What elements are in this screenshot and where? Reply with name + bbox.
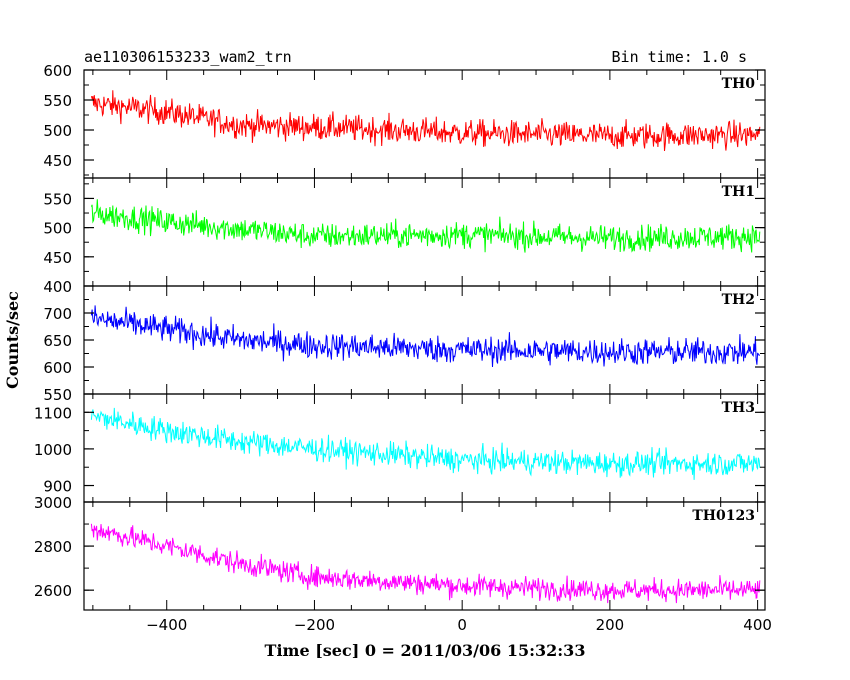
ytick-label-th0123: 3000	[34, 494, 72, 512]
series-th2	[90, 305, 761, 368]
ytick-label-th1: 450	[43, 249, 72, 267]
series-th3	[90, 407, 761, 480]
panel-label-th1: TH1	[722, 184, 755, 200]
ytick-label-th3: 900	[43, 478, 72, 496]
ytick-label-th1: 400	[43, 278, 72, 296]
panel-label-th3: TH3	[722, 400, 755, 416]
bin-time-label: Bin time: 1.0 s	[612, 48, 747, 66]
ytick-label-th3: 1100	[34, 404, 72, 422]
ytick-label-th2: 700	[43, 305, 72, 323]
panel-label-th0: TH0	[722, 76, 756, 92]
panels-group: 450 500 550 600 TH0 400 450 500 550 TH1 550 600 650 7…	[34, 62, 772, 634]
ytick-label-th0123: 2600	[34, 582, 72, 600]
ytick-label-th0: 500	[43, 122, 72, 140]
ytick-label-th0123: 2800	[34, 538, 72, 556]
y-axis-label: Counts/sec	[3, 291, 22, 389]
series-th0123	[90, 523, 761, 604]
panel-frame-th3	[83, 393, 766, 503]
figure-title: ae110306153233_wam2_trn	[84, 48, 292, 66]
panel-frame-th0123	[83, 501, 766, 611]
ytick-label-th2: 550	[43, 386, 72, 404]
ytick-label-th1: 550	[43, 190, 72, 208]
ytick-label-th0: 600	[43, 62, 72, 80]
panel-frame-th0	[83, 69, 766, 179]
ytick-label-th2: 650	[43, 332, 72, 350]
ytick-label-th0: 550	[43, 92, 72, 110]
ytick-label-th2: 600	[43, 359, 72, 377]
ytick-label-th1: 500	[43, 220, 72, 238]
panel-frame-th1	[83, 177, 766, 287]
xtick-label: −200	[294, 616, 335, 634]
xtick-label: 400	[743, 616, 772, 634]
xtick-label: −400	[146, 616, 187, 634]
series-th0	[90, 90, 761, 152]
xtick-label: 200	[596, 616, 625, 634]
panel-label-th0123: TH0123	[692, 508, 755, 524]
ytick-label-th3: 1000	[34, 441, 72, 459]
xtick-label: 0	[457, 616, 467, 634]
panel-label-th2: TH2	[722, 292, 755, 308]
ytick-label-th0: 450	[43, 152, 72, 170]
series-th1	[90, 199, 761, 253]
x-axis-label: Time [sec] 0 = 2011/03/06 15:32:33	[265, 641, 586, 660]
